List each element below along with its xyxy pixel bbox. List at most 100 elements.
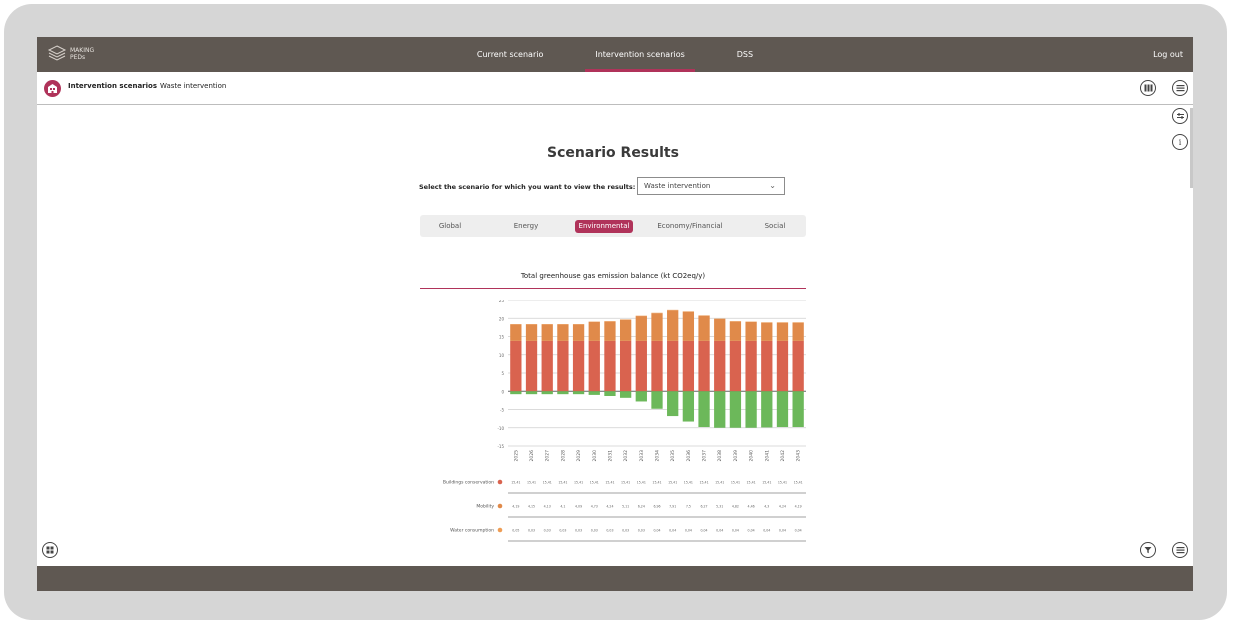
bar-segment — [682, 311, 695, 341]
x-tick-label: 2035 — [670, 450, 676, 462]
x-tick-label: 2038 — [717, 450, 723, 462]
emissions-bar-chart: 25 20 15 10 5 0 -5 -10 -15 2025 2026 2027 2028 2029 20… — [443, 300, 806, 542]
logo-icon — [47, 45, 67, 61]
bar-segment — [651, 313, 663, 341]
bar-segment — [714, 340, 726, 392]
main-nav: Current scenario Intervention scenarios … — [37, 37, 1193, 72]
table-row-label: Water consumption — [450, 528, 494, 534]
logout-link[interactable]: Log out — [1153, 50, 1183, 59]
bar-segment — [651, 391, 663, 409]
main-content: Intervention scenarios Waste intervention… — [37, 72, 1193, 566]
tab-global[interactable]: Global — [438, 222, 462, 230]
bar-segment — [745, 391, 757, 428]
windows-button[interactable] — [42, 542, 58, 558]
footer-bar — [37, 566, 1193, 591]
nav-current-scenario[interactable]: Current scenario — [476, 50, 544, 59]
bar-segment — [776, 322, 789, 341]
bar-segment — [619, 391, 632, 398]
filter-button[interactable] — [1140, 542, 1156, 558]
table-value: 0,03 — [575, 529, 582, 533]
table-value: 15,41 — [715, 481, 724, 485]
table-row-label: Buildings conservation — [443, 480, 494, 486]
table-row-label: Mobility — [476, 504, 494, 510]
bar-segment — [714, 391, 726, 428]
logo-text-line-2: PEDs — [70, 54, 86, 61]
bar-segment — [588, 391, 600, 395]
bar-segment — [667, 310, 679, 341]
bar-segment — [698, 391, 710, 428]
bar-segment — [557, 340, 569, 392]
x-tick-label: 2043 — [796, 450, 802, 462]
table-value: 4,1 — [560, 505, 565, 509]
table-value: 15,41 — [794, 481, 803, 485]
table-value: 15,41 — [511, 481, 520, 485]
bar-segment — [557, 324, 569, 341]
x-tick-label: 2040 — [749, 450, 755, 462]
nav-dss[interactable]: DSS — [736, 50, 754, 59]
breadcrumb-section[interactable]: Intervention scenarios — [68, 82, 158, 90]
table-value: 4,13 — [544, 505, 551, 509]
scenario-select[interactable]: Waste intervention ⌄ — [637, 177, 785, 195]
y-tick-label: -5 — [500, 408, 504, 413]
table-value: 4,19 — [512, 505, 519, 509]
bar-segment — [682, 391, 695, 422]
bar-segment — [792, 391, 804, 428]
bar-segment — [619, 340, 632, 392]
columns-view-button[interactable] — [1140, 80, 1156, 96]
table-value: 0,04 — [700, 529, 707, 533]
x-tick-label: 2030 — [592, 450, 598, 462]
top-navigation-bar: MAKING PEDs Current scenario Interventio… — [37, 37, 1193, 72]
x-tick-label: 2033 — [639, 450, 645, 462]
bar-segment — [572, 324, 585, 341]
table-value: 0,03 — [606, 529, 613, 533]
bar-segment — [619, 319, 632, 341]
table-value: 4,15 — [528, 505, 535, 509]
bar-segment — [604, 321, 616, 341]
table-value: 5,11 — [622, 505, 629, 509]
legend-dot — [497, 527, 503, 533]
filter-icon — [1144, 547, 1152, 554]
table-value: 15,41 — [605, 481, 614, 485]
y-tick-label: 0 — [501, 389, 504, 394]
legend-list-button[interactable] — [1172, 542, 1188, 558]
table-value: 0,03 — [638, 529, 645, 533]
x-tick-label: 2042 — [780, 450, 786, 462]
x-tick-label: 2029 — [576, 450, 582, 462]
table-value: 0,04 — [779, 529, 786, 533]
bar-segment — [588, 340, 600, 392]
list-view-button[interactable] — [1172, 80, 1188, 96]
list-icon — [1176, 547, 1184, 554]
table-value: 15,41 — [778, 481, 787, 485]
x-tick-label: 2028 — [560, 450, 566, 462]
chart-title: Total greenhouse gas emission balance (k… — [520, 272, 706, 280]
y-tick-label: 5 — [501, 371, 504, 376]
logo-text-line-1: MAKING — [70, 47, 95, 54]
breadcrumb-page: Waste intervention — [160, 82, 227, 90]
tab-environmental[interactable]: Environmental — [575, 220, 633, 233]
bar-segment — [541, 324, 553, 341]
x-tick-label: 2027 — [545, 450, 551, 462]
bar-segment — [792, 340, 804, 392]
tab-economy-financial[interactable]: Economy/Financial — [657, 222, 723, 230]
x-tick-label: 2036 — [686, 450, 692, 462]
app-logo[interactable]: MAKING PEDs — [47, 44, 94, 64]
table-value: 15,41 — [621, 481, 630, 485]
y-tick-label: 25 — [499, 300, 505, 303]
nav-intervention-scenarios[interactable]: Intervention scenarios — [585, 37, 696, 72]
tab-social[interactable]: Social — [764, 222, 786, 230]
toggle-settings-button[interactable] — [1172, 108, 1188, 124]
info-button[interactable]: i — [1172, 134, 1188, 150]
tab-energy[interactable]: Energy — [513, 222, 539, 230]
bar-segment — [588, 321, 600, 341]
scrollbar[interactable] — [1190, 108, 1193, 188]
table-value: 6,96 — [653, 505, 660, 509]
table-value: 4,24 — [606, 505, 613, 509]
table-value: 0,04 — [685, 529, 692, 533]
sliders-icon — [1176, 113, 1184, 119]
x-tick-label: 2031 — [607, 450, 613, 462]
columns-icon — [1144, 84, 1152, 92]
home-building-icon[interactable] — [44, 80, 61, 97]
bar-segment — [667, 391, 679, 417]
table-value: 7,91 — [669, 505, 676, 509]
table-value: 4,73 — [591, 505, 598, 509]
